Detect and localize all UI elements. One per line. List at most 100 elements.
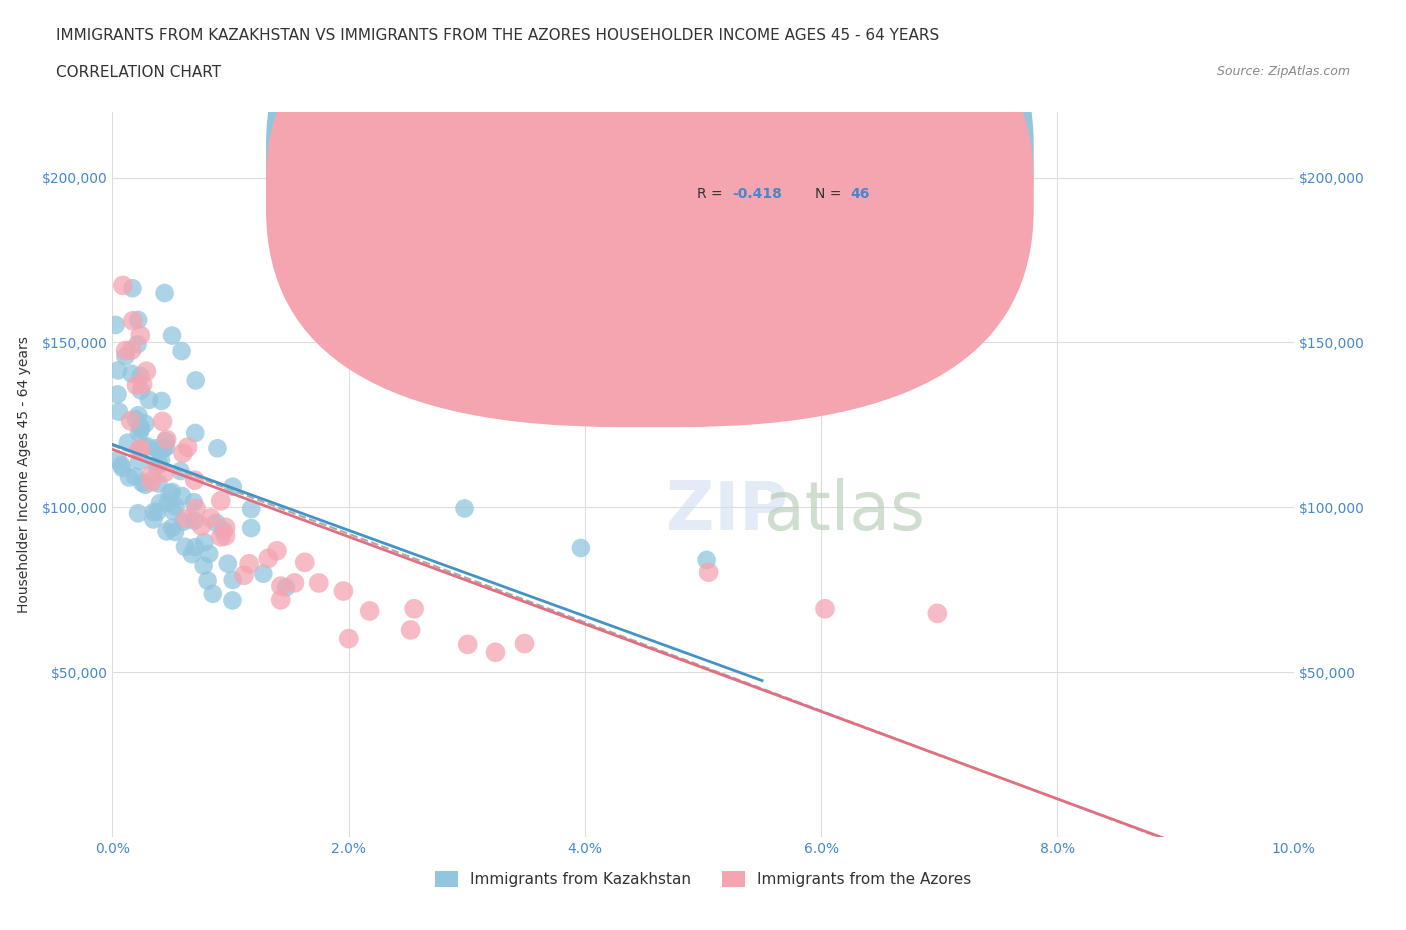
Point: [108, 405, 131, 419]
Point: [170, 344, 193, 359]
Point: [294, 555, 316, 570]
Point: [104, 317, 127, 332]
Point: [200, 511, 222, 525]
Point: [124, 469, 146, 484]
Point: [118, 470, 141, 485]
Text: ZIP: ZIP: [665, 478, 787, 543]
Point: [149, 452, 172, 467]
Point: [513, 636, 536, 651]
Point: [129, 422, 152, 437]
Point: [114, 343, 136, 358]
Point: [197, 573, 219, 588]
Point: [155, 524, 177, 538]
Point: [129, 328, 152, 343]
FancyBboxPatch shape: [266, 0, 1033, 391]
Point: [136, 439, 159, 454]
Point: [404, 602, 426, 617]
Legend: Immigrants from Kazakhstan, Immigrants from the Azores: Immigrants from Kazakhstan, Immigrants f…: [427, 863, 979, 895]
Point: [121, 281, 143, 296]
Point: [142, 512, 165, 527]
Point: [131, 475, 153, 490]
Point: [127, 407, 149, 422]
Point: [148, 457, 170, 472]
Point: [160, 328, 183, 343]
Point: [127, 506, 149, 521]
Point: [183, 513, 205, 528]
Point: [484, 644, 506, 659]
Point: [457, 637, 479, 652]
Point: [129, 368, 152, 383]
Text: CORRELATION CHART: CORRELATION CHART: [56, 65, 221, 80]
Point: [122, 313, 145, 328]
Point: [138, 392, 160, 407]
Point: [266, 543, 288, 558]
Point: [274, 580, 297, 595]
Point: [145, 441, 167, 456]
Point: [156, 432, 179, 447]
Point: [221, 593, 243, 608]
Point: [176, 440, 198, 455]
Point: [184, 539, 207, 554]
Point: [141, 467, 163, 482]
Text: 86: 86: [851, 151, 870, 165]
Point: [176, 512, 198, 526]
Point: [212, 524, 235, 538]
Point: [111, 460, 134, 475]
Point: [697, 565, 720, 579]
Point: [252, 566, 274, 581]
Point: [332, 584, 354, 599]
Point: [160, 485, 183, 499]
Point: [233, 567, 256, 582]
Text: IMMIGRANTS FROM KAZAKHSTAN VS IMMIGRANTS FROM THE AZORES HOUSEHOLDER INCOME AGES: IMMIGRANTS FROM KAZAKHSTAN VS IMMIGRANTS…: [56, 28, 939, 43]
Point: [117, 435, 139, 450]
Point: [359, 604, 381, 618]
Point: [169, 464, 191, 479]
Point: [142, 505, 165, 520]
Text: 46: 46: [851, 187, 870, 201]
Point: [308, 576, 330, 591]
Point: [148, 476, 170, 491]
Point: [107, 453, 129, 468]
Point: [150, 393, 173, 408]
Point: [141, 474, 163, 489]
Point: [569, 540, 592, 555]
Point: [270, 592, 292, 607]
Point: [134, 477, 156, 492]
Point: [114, 349, 136, 364]
Point: [134, 417, 156, 432]
Point: [162, 503, 184, 518]
Point: [222, 573, 245, 588]
Point: [121, 366, 143, 381]
Point: [153, 465, 176, 480]
Point: [183, 472, 205, 487]
Point: [184, 373, 207, 388]
Point: [217, 556, 239, 571]
Point: [129, 383, 152, 398]
Point: [134, 440, 156, 455]
Point: [155, 433, 177, 448]
FancyBboxPatch shape: [266, 0, 1033, 427]
Point: [111, 278, 134, 293]
Point: [172, 514, 194, 529]
Text: atlas: atlas: [765, 478, 925, 543]
Point: [110, 458, 132, 472]
Point: [240, 521, 263, 536]
Point: [155, 440, 177, 455]
Point: [146, 504, 169, 519]
Point: [186, 501, 208, 516]
Point: [153, 286, 176, 300]
Point: [152, 414, 174, 429]
Point: [183, 495, 205, 510]
Y-axis label: Householder Income Ages 45 - 64 years: Householder Income Ages 45 - 64 years: [17, 336, 31, 613]
Text: Source: ZipAtlas.com: Source: ZipAtlas.com: [1216, 65, 1350, 78]
Point: [127, 312, 149, 327]
Text: N =: N =: [815, 187, 846, 201]
Point: [696, 552, 718, 567]
Point: [184, 426, 207, 441]
Point: [146, 443, 169, 458]
Point: [165, 499, 187, 514]
Text: R =: R =: [697, 151, 727, 165]
Point: [927, 606, 949, 621]
Point: [814, 602, 837, 617]
Point: [129, 442, 152, 457]
